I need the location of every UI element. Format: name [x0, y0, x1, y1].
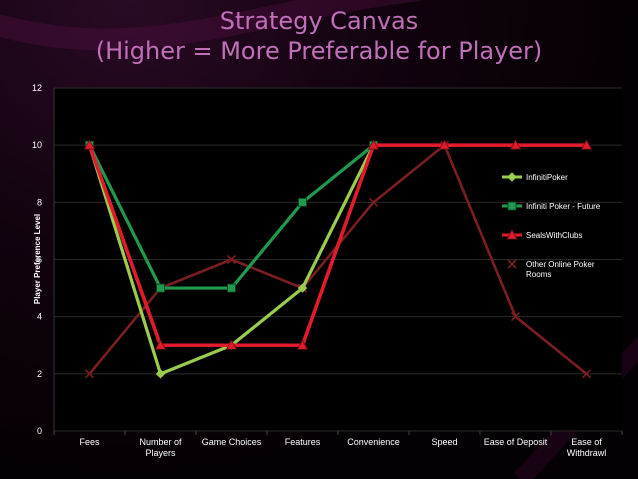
legend-item: SealsWithClubs — [502, 229, 582, 240]
data-point — [509, 139, 522, 150]
legend-marker — [507, 259, 517, 269]
legend-label-line: InfinitiPoker — [526, 173, 568, 182]
x-tick-label-line: Features — [285, 437, 321, 447]
y-tick-label: 12 — [32, 83, 42, 93]
x-axis-ticks: Fees Number of Players Game Choices Features… — [79, 437, 606, 458]
series-2 — [83, 139, 593, 350]
y-tick-label: 8 — [37, 197, 42, 207]
legend-label-line: Other Online Poker — [526, 260, 595, 269]
legend-label-line: Infiniti Poker - Future — [526, 202, 601, 211]
data-point — [155, 369, 166, 379]
data-point — [297, 283, 308, 293]
data-point — [83, 139, 96, 150]
strategy-canvas-chart: 0 2 4 6 8 10 12 Fees Number of Players Game Choic… — [32, 83, 623, 458]
x-marker-stroke — [368, 197, 379, 207]
y-tick-label: 4 — [37, 312, 42, 322]
slide-title-line-1: Strategy Canvas — [219, 7, 419, 35]
x-tick-label: Convenience — [347, 437, 400, 447]
x-marker-stroke — [84, 369, 95, 379]
x-marker-stroke — [581, 369, 592, 379]
legend-marker — [507, 172, 517, 182]
y-axis-ticks: 0 2 4 6 8 10 12 — [32, 83, 42, 436]
x-tick-label: Features — [285, 437, 321, 447]
legend-marker — [506, 229, 518, 240]
data-point — [580, 139, 593, 150]
data-point — [367, 139, 380, 150]
data-point — [296, 339, 309, 350]
legend-marker — [507, 201, 517, 211]
legend-label: InfinitiPoker — [526, 173, 568, 182]
data-point — [225, 339, 238, 350]
y-tick-label: 0 — [37, 426, 42, 436]
legend-label-line: Rooms — [526, 270, 551, 279]
legend: InfinitiPoker Infiniti Poker - Future Seal… — [502, 172, 601, 279]
legend-item: InfinitiPoker — [502, 172, 568, 182]
x-tick-label-line: Withdrawl — [567, 448, 607, 458]
data-point — [438, 139, 451, 150]
slide-title: Strategy Canvas (Higher = More Preferabl… — [0, 6, 638, 66]
x-tick-label: Fees — [79, 437, 100, 447]
legend-label: Other Online Poker Rooms — [526, 260, 595, 279]
y-axis-label: Player Preference Level — [33, 214, 42, 304]
series-layer — [83, 139, 593, 379]
x-tick-label-line: Speed — [431, 437, 457, 447]
data-point — [581, 369, 592, 379]
x-tick-label-line: Fees — [79, 437, 100, 447]
data-point — [84, 369, 95, 379]
legend-item: Other Online Poker Rooms — [507, 259, 595, 279]
x-tick-label-line: Ease of — [571, 437, 602, 447]
series-line — [87, 143, 587, 348]
x-tick-label: Ease of Withdrawl — [567, 437, 607, 458]
x-marker-stroke — [507, 259, 517, 269]
x-tick-label: Ease of Deposit — [484, 437, 548, 447]
data-point — [154, 339, 167, 350]
slide-title-line-2: (Higher = More Preferable for Player) — [95, 37, 543, 65]
y-tick-label: 10 — [32, 140, 42, 150]
data-point — [156, 283, 165, 293]
x-tick-label-line: Players — [145, 448, 176, 458]
x-marker-stroke — [226, 254, 237, 265]
data-point — [227, 283, 236, 293]
legend-label-line: SealsWithClubs — [526, 231, 582, 240]
data-point — [226, 254, 237, 265]
x-tick-label: Game Choices — [202, 437, 262, 447]
x-tick-label: Number of Players — [139, 437, 182, 458]
y-tick-label: 2 — [37, 369, 42, 379]
legend-label: SealsWithClubs — [526, 231, 582, 240]
x-tick-label: Speed — [431, 437, 457, 447]
x-tick-label-line: Convenience — [347, 437, 400, 447]
x-marker-stroke — [510, 312, 521, 322]
x-tick-label-line: Number of — [139, 437, 182, 447]
data-point — [510, 312, 521, 322]
x-tick-label-line: Game Choices — [202, 437, 262, 447]
legend-label: Infiniti Poker - Future — [526, 202, 601, 211]
data-point — [368, 197, 379, 207]
legend-item: Infiniti Poker - Future — [502, 201, 601, 211]
y-tick-label: 6 — [37, 255, 42, 265]
x-tick-label-line: Ease of Deposit — [484, 437, 548, 447]
data-point — [298, 197, 307, 207]
